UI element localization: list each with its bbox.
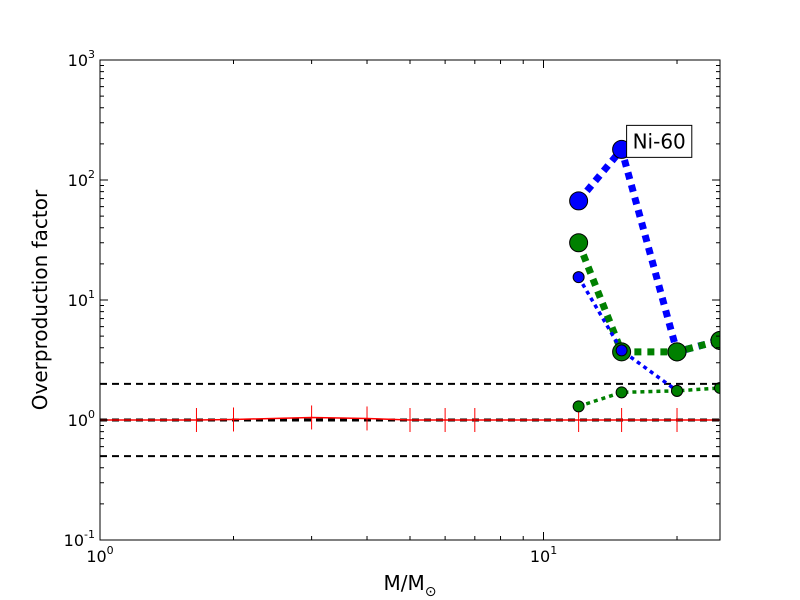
plot-area xyxy=(100,139,720,458)
reference-curve xyxy=(100,416,720,421)
annotation-label: Ni-60 xyxy=(633,129,686,153)
series-point-3 xyxy=(714,381,720,394)
series-point-2 xyxy=(615,344,628,357)
series-line-0 xyxy=(575,141,720,357)
x-tick-label: 101 xyxy=(530,544,557,566)
y-tick-label: 100 xyxy=(68,408,95,430)
series-point-3 xyxy=(572,400,585,413)
series-line-2 xyxy=(577,276,679,393)
y-tick-label: 101 xyxy=(68,288,95,310)
series-line-3 xyxy=(578,386,720,408)
y-tick-label: 102 xyxy=(68,168,95,190)
series-point-3 xyxy=(671,384,684,397)
series-point-1 xyxy=(667,342,687,362)
x-tick-label: 100 xyxy=(86,544,113,566)
series-point-3 xyxy=(615,386,628,399)
series-point-2 xyxy=(572,271,585,284)
x-axis-label: M/M⊙ xyxy=(384,571,437,600)
series-line-1 xyxy=(575,241,720,356)
series-point-0 xyxy=(569,191,589,211)
series-point-1 xyxy=(569,233,589,253)
y-axis-label: Overproduction factor xyxy=(28,189,52,410)
annotation-box: Ni-60 xyxy=(626,124,693,158)
y-tick-label: 103 xyxy=(68,48,95,70)
y-tick-label: 10-1 xyxy=(64,528,95,550)
